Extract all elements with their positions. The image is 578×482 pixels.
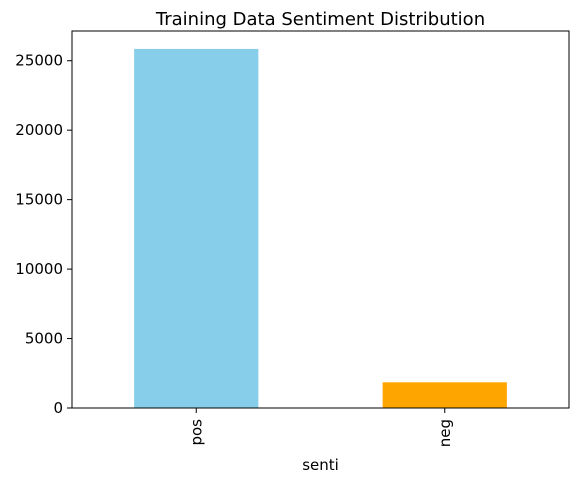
chart-title: Training Data Sentiment Distribution	[155, 9, 485, 30]
y-tick-label-0: 0	[53, 399, 63, 417]
y-axis-ticks: 0 5000 10000 15000 20000 25000	[15, 52, 72, 417]
bar-series	[134, 48, 507, 408]
bar-pos	[134, 48, 259, 408]
plot-area-frame	[71, 30, 570, 409]
y-tick-label-5000: 5000	[25, 330, 63, 348]
y-tick-label-10000: 10000	[15, 260, 63, 278]
y-tick-label-15000: 15000	[15, 191, 63, 209]
x-axis-label: senti	[302, 456, 339, 474]
x-tick-label-pos: pos	[187, 419, 205, 446]
x-axis-ticks: pos neg	[187, 408, 454, 447]
y-tick-label-20000: 20000	[15, 121, 63, 139]
y-tick-label-25000: 25000	[15, 52, 63, 70]
x-tick-label-neg: neg	[436, 419, 454, 447]
bar-neg	[382, 382, 507, 408]
